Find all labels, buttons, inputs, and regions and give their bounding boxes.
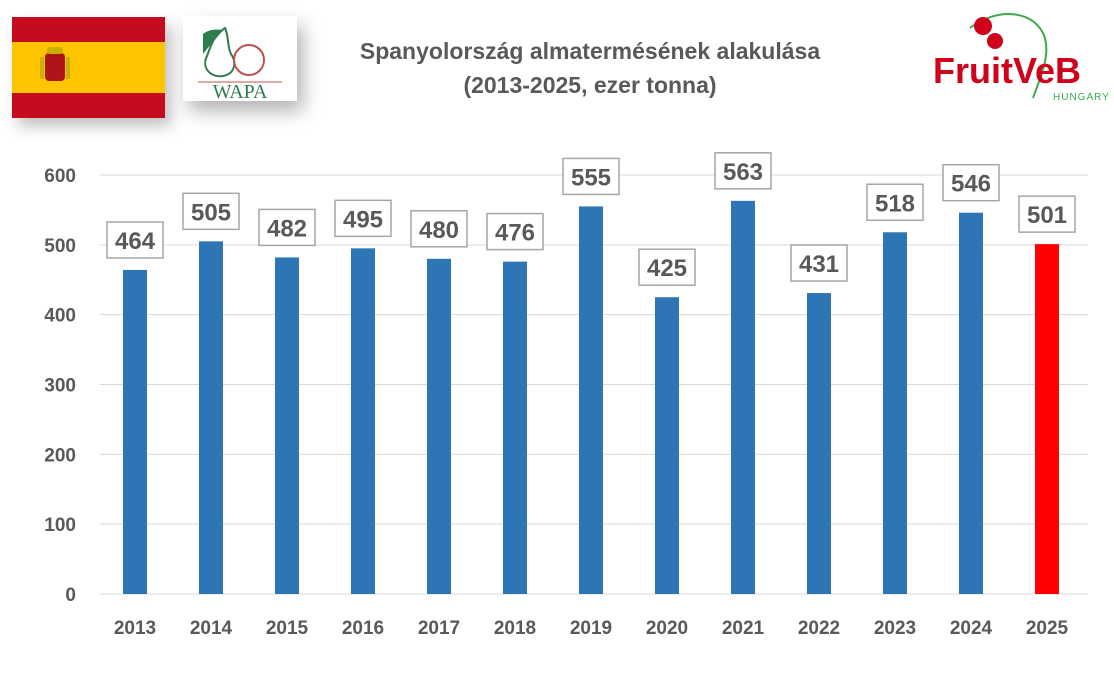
data-label-box xyxy=(410,210,468,248)
x-tick-label: 2020 xyxy=(646,618,688,639)
y-tick-label: 0 xyxy=(65,585,76,606)
y-tick-label: 200 xyxy=(44,445,76,466)
bar-2016 xyxy=(351,248,375,594)
bar-2015 xyxy=(275,257,299,594)
data-label: 501 xyxy=(1027,202,1067,229)
data-label: 495 xyxy=(343,206,383,233)
data-label-box xyxy=(1018,195,1076,233)
fruitveb-logo: FruitVeB HUNGARY xyxy=(925,8,1110,108)
data-label: 476 xyxy=(495,220,535,247)
y-tick-label: 100 xyxy=(44,515,76,536)
data-label: 425 xyxy=(647,255,687,282)
bar-2022 xyxy=(807,293,831,594)
x-tick-label: 2025 xyxy=(1026,618,1069,639)
bar-2024 xyxy=(959,212,983,594)
bar-2019 xyxy=(579,206,603,595)
bar-2014 xyxy=(199,241,223,594)
data-label-box xyxy=(714,152,772,190)
wapa-logo-text: WAPA xyxy=(213,81,268,101)
chart-title-line1: Spanyolország almatermésének alakulása xyxy=(359,38,821,64)
data-label: 546 xyxy=(951,171,991,198)
chart-title: Spanyolország almatermésének alakulása (… xyxy=(300,34,880,102)
bar-2020 xyxy=(655,297,679,594)
data-label: 431 xyxy=(799,251,839,278)
chart-title-line2: (2013-2025, ezer tonna) xyxy=(463,72,717,98)
data-label-box xyxy=(866,183,924,222)
x-tick-label: 2019 xyxy=(570,618,612,639)
x-tick-label: 2014 xyxy=(190,618,233,639)
data-label: 482 xyxy=(267,215,307,242)
x-tick-label: 2018 xyxy=(494,618,536,639)
data-label: 563 xyxy=(723,159,763,186)
bar-2025 xyxy=(1035,244,1059,594)
x-tick-label: 2013 xyxy=(114,618,156,639)
data-label-box xyxy=(486,212,544,251)
data-label-box xyxy=(106,221,164,259)
fruitveb-logo-text: FruitVeB xyxy=(933,50,1081,91)
bar-2018 xyxy=(503,261,527,594)
data-label-box xyxy=(942,163,1000,202)
data-label: 464 xyxy=(115,228,156,255)
y-tick-label: 400 xyxy=(44,306,76,327)
y-tick-label: 500 xyxy=(44,236,76,257)
x-tick-label: 2024 xyxy=(950,618,993,639)
x-tick-label: 2023 xyxy=(874,618,916,639)
data-label-box xyxy=(790,244,848,282)
data-label-box xyxy=(638,248,696,286)
y-tick-label: 300 xyxy=(44,376,76,397)
y-tick-label: 600 xyxy=(44,166,76,187)
bar-2021 xyxy=(731,200,755,595)
x-tick-label: 2016 xyxy=(342,618,384,639)
data-label: 518 xyxy=(875,190,915,217)
data-label-box xyxy=(562,157,620,196)
bar-2017 xyxy=(427,258,451,594)
data-label: 555 xyxy=(571,164,611,191)
bar-2013 xyxy=(123,269,147,594)
data-label-box xyxy=(258,208,316,247)
data-label-box xyxy=(334,199,392,238)
x-tick-label: 2017 xyxy=(418,618,460,639)
data-label: 480 xyxy=(419,217,459,244)
x-tick-label: 2021 xyxy=(722,618,765,639)
fruitveb-logo-sub: HUNGARY xyxy=(1053,92,1110,103)
wapa-logo: WAPA xyxy=(183,16,297,103)
data-label-box xyxy=(182,192,240,231)
x-tick-label: 2015 xyxy=(266,618,309,639)
spain-flag xyxy=(12,17,165,118)
x-tick-label: 2022 xyxy=(798,618,840,639)
data-label: 505 xyxy=(191,199,231,226)
bar-2023 xyxy=(883,232,907,594)
